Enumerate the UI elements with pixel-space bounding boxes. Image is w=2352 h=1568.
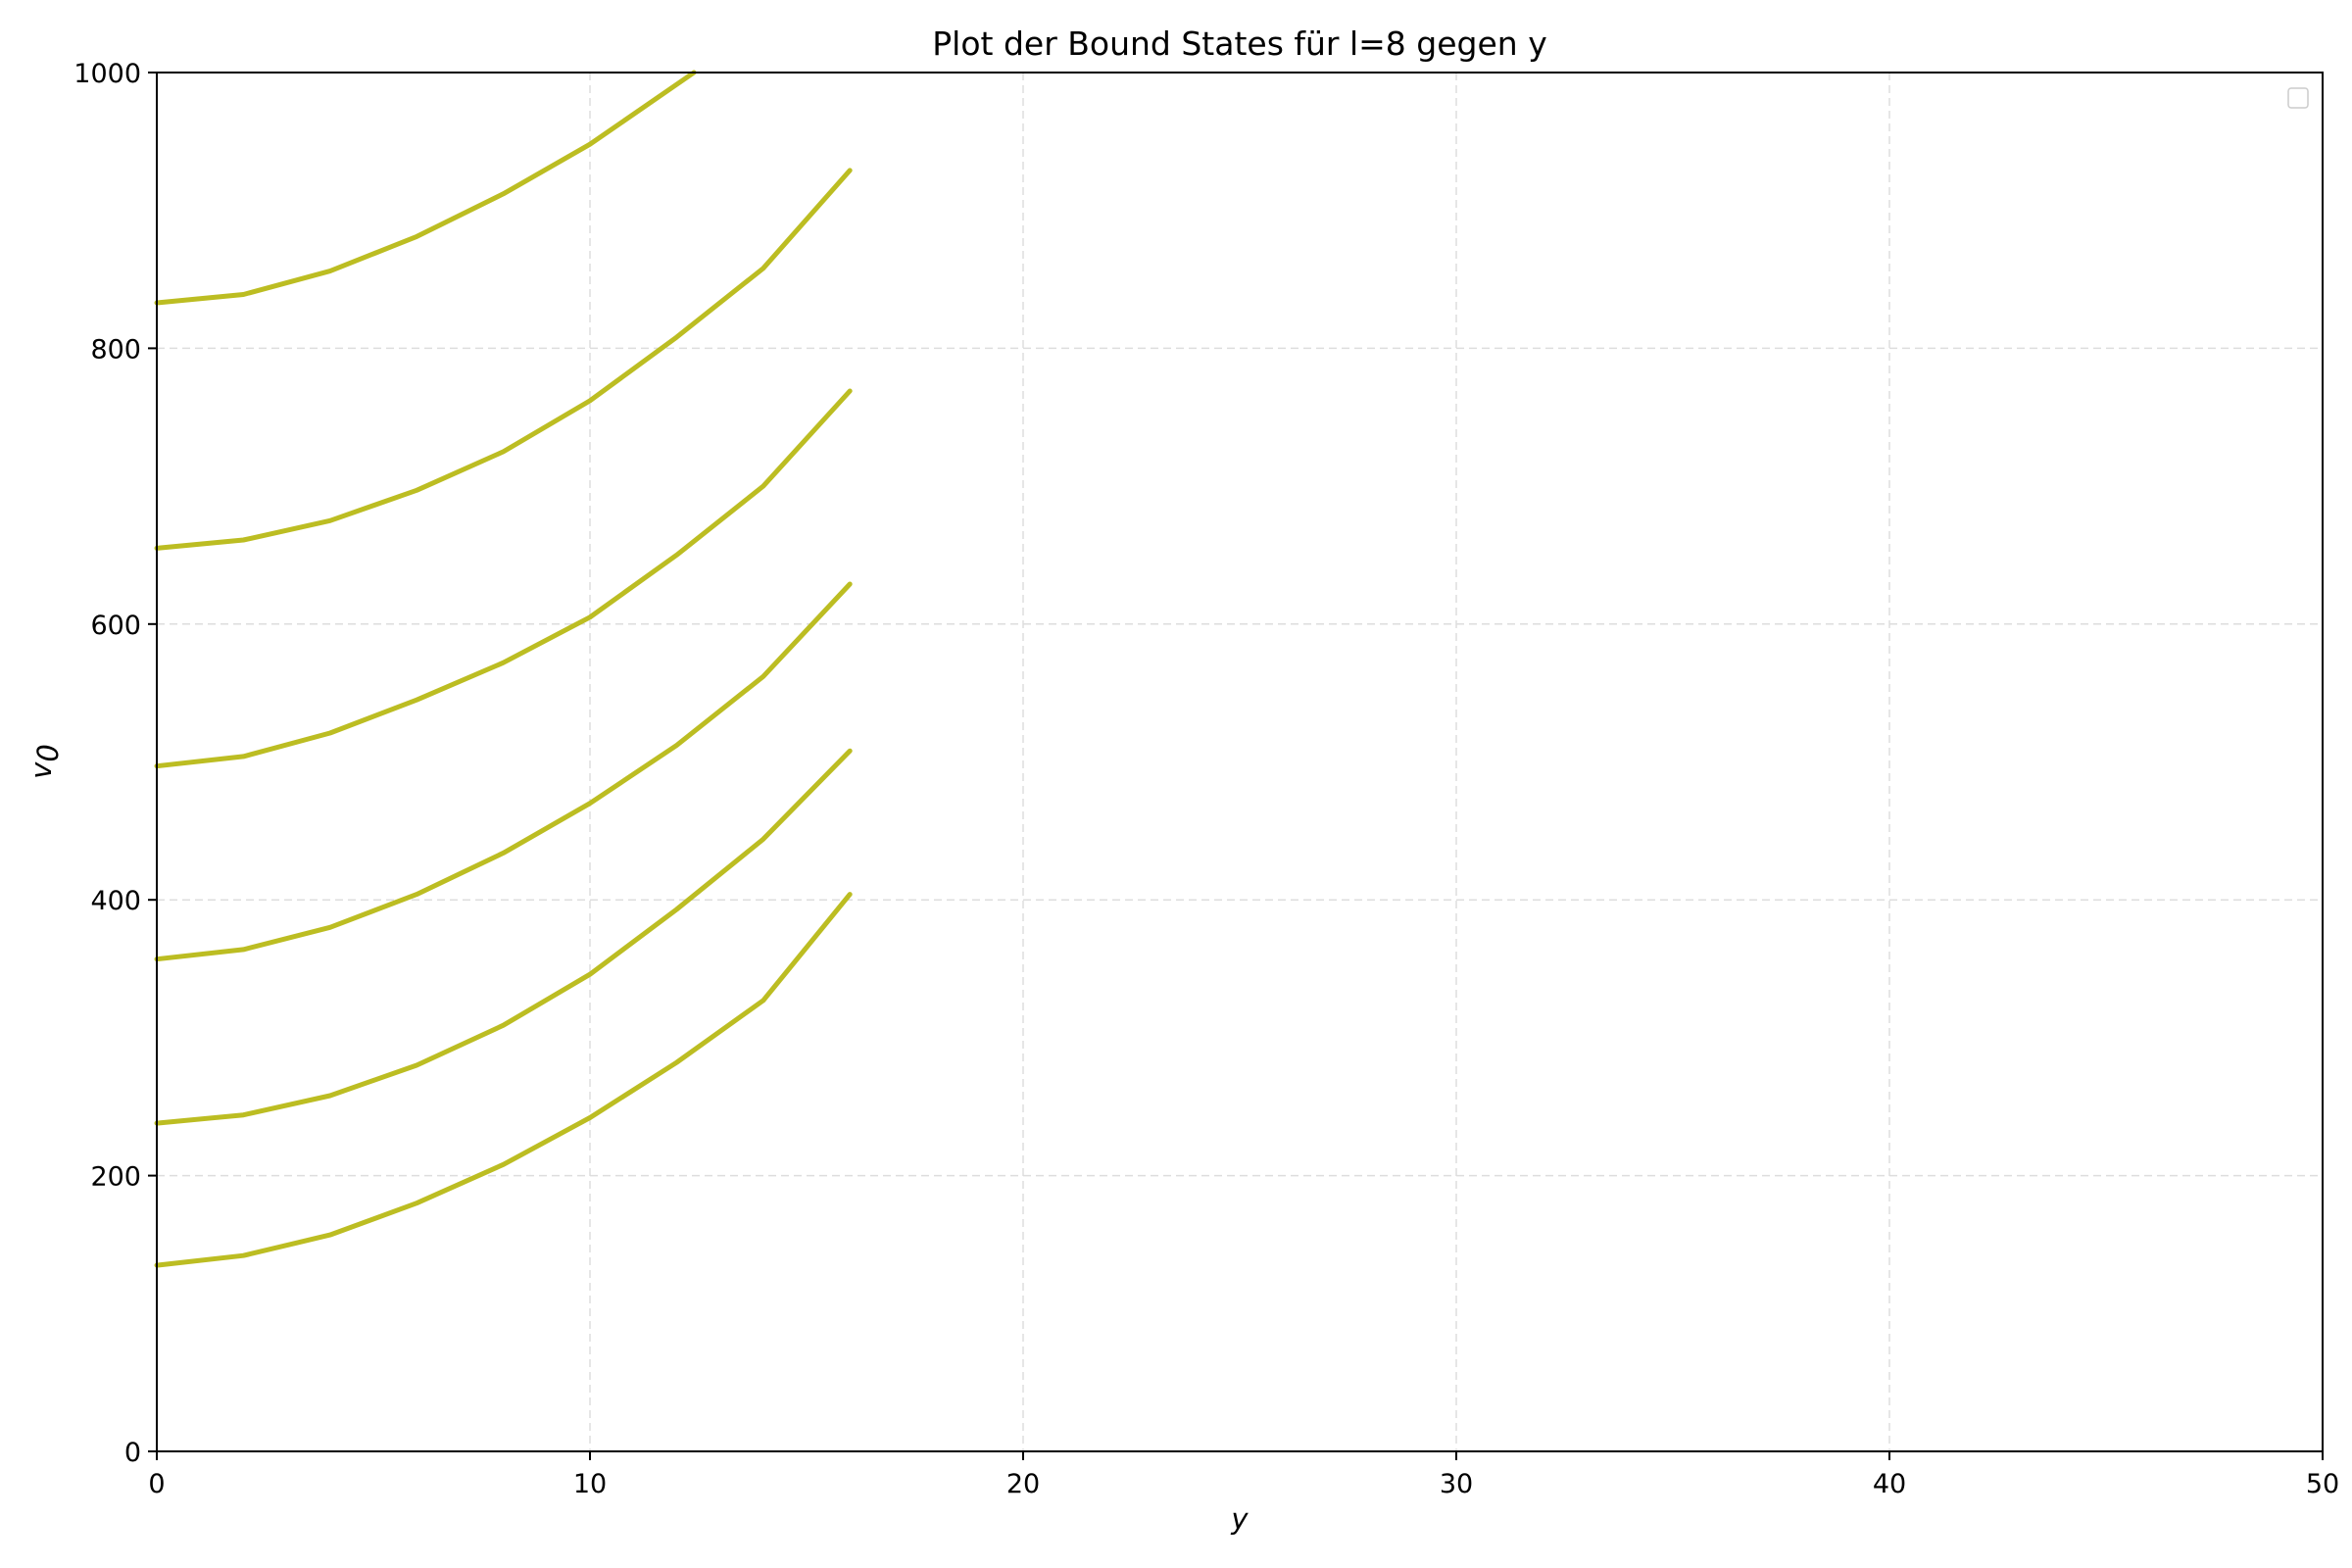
series-line-6 — [154, 70, 697, 306]
series-line-2 — [154, 748, 853, 1126]
x-axis-label: y — [1230, 1502, 1249, 1536]
y-tick-label: 1000 — [74, 59, 141, 89]
series-line-1 — [154, 892, 853, 1268]
y-tick-label: 200 — [90, 1162, 141, 1193]
x-tick-label: 40 — [1873, 1469, 1906, 1499]
y-axis-label-main: v — [24, 761, 58, 779]
y-tick-label: 800 — [90, 334, 141, 365]
x-tick-label: 50 — [2306, 1469, 2339, 1499]
x-tick-label: 10 — [573, 1469, 607, 1499]
x-tick-label: 20 — [1006, 1469, 1040, 1499]
series-group — [154, 70, 853, 1268]
series-line-4 — [154, 388, 853, 769]
y-tick-label: 400 — [90, 886, 141, 916]
y-axis-label: v0 — [24, 744, 65, 779]
y-axis-label-subscript: 0 — [31, 744, 65, 761]
series-line-5 — [154, 168, 853, 551]
x-tick-label: 0 — [148, 1469, 165, 1499]
x-tick-label: 30 — [1440, 1469, 1473, 1499]
plot-frame — [156, 72, 2324, 1452]
ticks: 0 10 20 30 40 50 0 200 400 600 800 1000 — [74, 59, 2339, 1499]
legend-box — [2287, 87, 2309, 109]
y-tick-label: 0 — [124, 1438, 141, 1468]
chart-title: Plot der Bound States für l=8 gegen y — [932, 24, 1546, 63]
y-tick-label: 600 — [90, 611, 141, 641]
series-line-3 — [154, 581, 853, 962]
